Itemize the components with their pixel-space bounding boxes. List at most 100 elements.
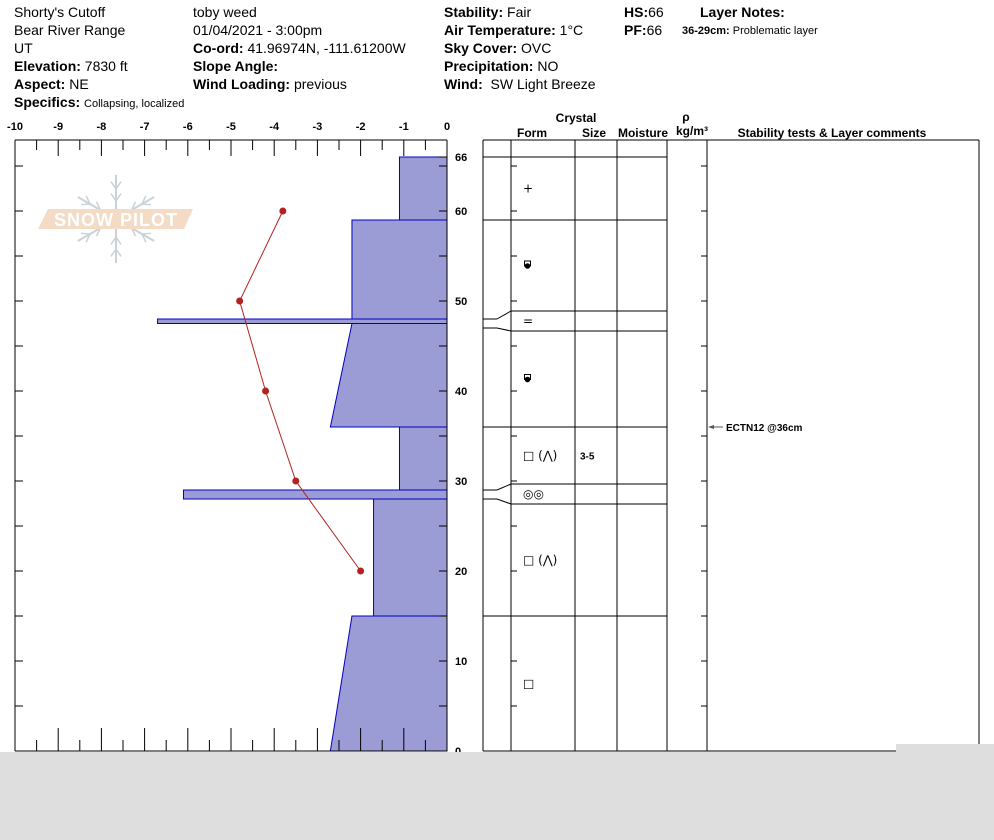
x-tick-label: -5 bbox=[226, 121, 236, 133]
layer-connector bbox=[496, 498, 512, 505]
layer-notes-label: Layer Notes: bbox=[700, 4, 785, 20]
layer-connector bbox=[496, 310, 512, 320]
snowflake-branch bbox=[141, 232, 152, 235]
y-tick-label: 50 bbox=[455, 296, 467, 308]
header-density-unit: kg/m³ bbox=[676, 124, 708, 138]
header-density-symbol: ρ bbox=[682, 110, 689, 124]
wind-loading-value: previous bbox=[293, 76, 347, 92]
x-tick-label: -4 bbox=[269, 121, 280, 133]
hardness-layer bbox=[157, 318, 448, 324]
snowflake-branch bbox=[80, 232, 91, 235]
precipitation-field: Precipitation: NO bbox=[444, 57, 558, 75]
hardness-layer bbox=[329, 323, 448, 428]
y-tick-label: 40 bbox=[455, 386, 467, 398]
pf-value: 66 bbox=[646, 22, 663, 38]
logo-text: SNOW PILOT bbox=[54, 210, 178, 230]
y-tick-label: 30 bbox=[455, 476, 467, 488]
wind-label: Wind: bbox=[444, 76, 483, 92]
coord-field: Co-ord: 41.96974N, -111.61200W bbox=[193, 39, 406, 57]
temperature-point bbox=[357, 567, 365, 575]
y-tick-label: 20 bbox=[455, 566, 467, 578]
header-comments: Stability tests & Layer comments bbox=[738, 126, 927, 140]
x-tick-label: -8 bbox=[97, 121, 107, 133]
faceted-crystals-icon: □ bbox=[523, 677, 534, 691]
snowflake-branch bbox=[115, 236, 122, 245]
snowflake-branch bbox=[141, 203, 152, 206]
page-corner bbox=[896, 744, 994, 752]
sky-cover-field: Sky Cover: OVC bbox=[444, 39, 551, 57]
wind-loading-field: Wind Loading: previous bbox=[193, 75, 347, 93]
layer-connector bbox=[496, 327, 512, 332]
stability-value: Fair bbox=[507, 4, 532, 20]
pf-field: PF:66 bbox=[624, 21, 662, 39]
snowflake-branch bbox=[95, 201, 102, 211]
melt-dot bbox=[524, 376, 531, 383]
snow-profile-plot: SNOW PILOT-10 -9 -8 -7 -6 -5 -4 -3 -2 -1 001020304… bbox=[7, 110, 980, 752]
snowflake-branch bbox=[80, 203, 91, 206]
y-tick-label: 10 bbox=[455, 656, 467, 668]
observation-datetime: 01/04/2021 - 3:00pm bbox=[193, 22, 323, 38]
x-tick-label: 0 bbox=[444, 121, 450, 133]
pf-label: PF: bbox=[624, 22, 647, 38]
x-tick-label: -6 bbox=[183, 121, 193, 133]
x-tick-label: -9 bbox=[53, 121, 63, 133]
y-tick-label: 0 bbox=[455, 746, 461, 752]
snowflake-branch bbox=[110, 181, 117, 190]
state: UT bbox=[14, 40, 33, 56]
faceted-crystals-icon: □ (⋀) bbox=[523, 449, 557, 463]
air-temperature-label: Air Temperature: bbox=[444, 22, 556, 38]
snowflake-branch bbox=[141, 195, 147, 205]
precipitation-particles-icon: + bbox=[523, 182, 533, 196]
coord-value: 41.96974N, -111.61200W bbox=[247, 40, 406, 56]
melt-freeze-icon: ◎◎ bbox=[523, 487, 544, 501]
melt-dot bbox=[524, 263, 531, 269]
elevation-field: Elevation: 7830 ft bbox=[14, 57, 128, 75]
layer-note: 36-29cm: Problematic layer bbox=[682, 22, 818, 40]
elevation-value: 7830 ft bbox=[84, 58, 128, 74]
layer-note-text: Problematic layer bbox=[732, 25, 818, 37]
hs-label: HS: bbox=[624, 4, 649, 20]
air-temperature-value: 1°C bbox=[559, 22, 584, 38]
snowflake-branch bbox=[115, 193, 122, 202]
snowflake-branch bbox=[115, 248, 122, 257]
x-tick-label: -2 bbox=[356, 121, 366, 133]
x-tick-label: -3 bbox=[313, 121, 323, 133]
faceted-crystals-icon: □ (⋀) bbox=[523, 553, 557, 567]
observer: toby weed bbox=[193, 4, 257, 20]
hs-field: HS:66 bbox=[624, 3, 664, 21]
wind-value: SW Light Breeze bbox=[490, 76, 596, 92]
layer-connector bbox=[496, 483, 512, 491]
melt-forms-icon bbox=[524, 374, 531, 383]
y-tick-label: 60 bbox=[455, 206, 467, 218]
mountain-range: Bear River Range bbox=[14, 22, 126, 38]
stability-label: Stability: bbox=[444, 4, 504, 20]
snowflake-branch bbox=[95, 227, 102, 237]
header-size: Size bbox=[582, 126, 606, 140]
temperature-point bbox=[279, 207, 287, 215]
sky-cover-value: OVC bbox=[521, 40, 552, 56]
x-tick-label: -1 bbox=[399, 121, 409, 133]
aspect-value: NE bbox=[69, 76, 89, 92]
temperature-point bbox=[292, 477, 300, 485]
snowflake-branch bbox=[85, 195, 91, 205]
snowflake-branch bbox=[115, 181, 122, 190]
specifics-label: Specifics: bbox=[14, 94, 81, 110]
location-name: Shorty's Cutoff bbox=[14, 4, 106, 20]
stability-test-result: ECTN12 @36cm bbox=[726, 423, 803, 434]
hardness-layer bbox=[351, 219, 448, 320]
sky-cover-label: Sky Cover: bbox=[444, 40, 518, 56]
crystal-size: 3-5 bbox=[580, 452, 595, 463]
header-moisture: Moisture bbox=[618, 126, 668, 140]
header-crystal: Crystal bbox=[556, 111, 597, 125]
aspect-field: Aspect: NE bbox=[14, 75, 89, 93]
aspect-label: Aspect: bbox=[14, 76, 66, 92]
logo-banner bbox=[38, 209, 193, 229]
snowflake-branch bbox=[141, 233, 147, 243]
temperature-point bbox=[262, 387, 270, 395]
header-form: Form bbox=[517, 126, 547, 140]
specifics-value: Collapsing, localized bbox=[84, 98, 185, 110]
coord-label: Co-ord: bbox=[193, 40, 244, 56]
precipitation-value: NO bbox=[537, 58, 559, 74]
specifics-field: Specifics: Collapsing, localized bbox=[14, 93, 184, 113]
x-tick-label: -10 bbox=[7, 121, 23, 133]
